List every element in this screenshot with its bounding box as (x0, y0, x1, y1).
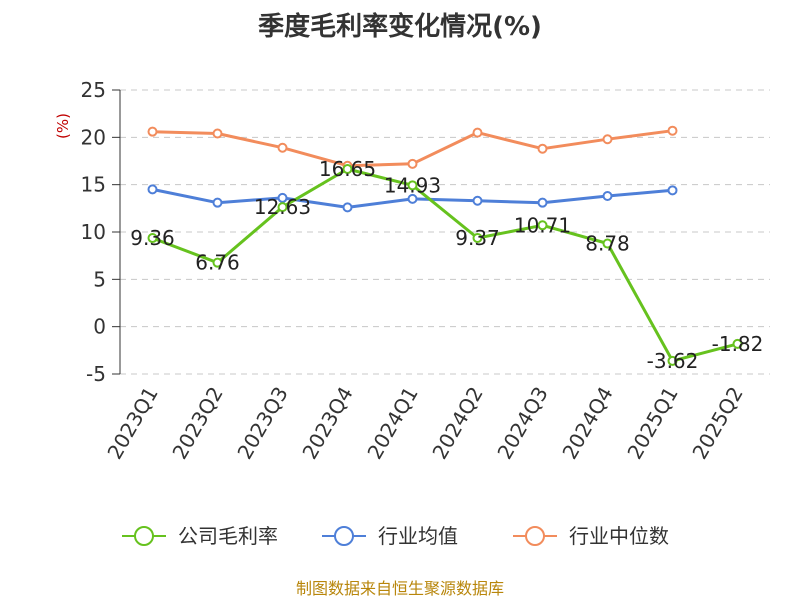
legend-label: 行业均值 (378, 524, 458, 548)
y-tick-label: 25 (81, 78, 106, 102)
x-tick-label: 2023Q2 (167, 383, 227, 464)
data-label: 10.71 (514, 213, 571, 237)
series-marker (147, 126, 158, 137)
series-marker (342, 202, 353, 213)
legend-item[interactable]: 行业中位数 (513, 524, 669, 548)
x-tick-label: 2024Q1 (362, 383, 422, 464)
series-marker (277, 192, 288, 203)
data-labels: 9.36 6.76 12.63 16.65 14.93 9.37 10.71 8.78 -3.6… (130, 157, 763, 373)
y-tick-label: 20 (81, 125, 106, 149)
data-label: 12.63 (254, 195, 311, 219)
series-group (147, 125, 743, 366)
y-tick-label: -5 (86, 362, 106, 386)
x-tick-label: 2023Q1 (102, 383, 162, 464)
chart-title: 季度毛利率变化情况(%) (258, 11, 542, 42)
series-marker (407, 180, 418, 191)
legend-label: 行业中位数 (569, 524, 669, 548)
series-marker (147, 184, 158, 195)
gridlines (120, 89, 770, 375)
legend-marker (525, 526, 545, 546)
series-marker (667, 125, 678, 136)
legend-label: 公司毛利率 (178, 524, 278, 548)
legend-item[interactable]: 公司毛利率 (122, 524, 278, 548)
series-marker (212, 257, 223, 268)
x-tick-label: 2024Q3 (492, 383, 552, 464)
x-tick-label: 2023Q3 (232, 383, 292, 464)
series-marker (667, 355, 678, 366)
series-marker (537, 143, 548, 154)
y-tick-label: 5 (93, 267, 106, 291)
series-marker (667, 185, 678, 196)
y-tick-label: 15 (81, 173, 106, 197)
series-marker (407, 193, 418, 204)
series-marker (147, 233, 158, 244)
y-tick-label: 10 (81, 220, 106, 244)
data-label: 6.76 (195, 251, 240, 275)
series-marker (342, 164, 353, 175)
data-label: 14.93 (384, 173, 441, 197)
series-marker (212, 128, 223, 139)
series-marker (602, 191, 613, 202)
legend-marker (134, 526, 154, 546)
data-label: -1.82 (712, 332, 764, 356)
series-marker (277, 142, 288, 153)
legend[interactable]: 公司毛利率 行业均值 行业中位数 (122, 524, 669, 548)
data-label: 9.36 (130, 226, 175, 250)
y-axis-unit: (%) (54, 113, 72, 139)
source-note: 制图数据来自恒生聚源数据库 (296, 579, 504, 598)
data-label: -3.62 (647, 349, 699, 373)
x-tick-label: 2023Q4 (297, 383, 357, 464)
legend-marker (334, 526, 354, 546)
series-marker (602, 238, 613, 249)
series-marker (472, 195, 483, 206)
series-line (151, 167, 738, 363)
series-marker (472, 127, 483, 138)
x-tick-label: 2025Q2 (687, 383, 747, 464)
data-label: 9.37 (455, 226, 500, 250)
legend-item[interactable]: 行业均值 (322, 524, 458, 548)
series-marker (602, 134, 613, 145)
series-marker (277, 202, 288, 213)
x-tick-label: 2024Q4 (557, 383, 617, 464)
series-marker (407, 158, 418, 169)
series-marker (472, 232, 483, 243)
data-label: 16.65 (319, 157, 376, 181)
y-tick-label: 0 (93, 315, 106, 339)
data-label: 8.78 (585, 232, 630, 256)
series-marker (537, 220, 548, 231)
series-marker (212, 197, 223, 208)
x-tick-label: 2025Q1 (622, 383, 682, 464)
series-marker (732, 338, 743, 349)
series-marker (537, 197, 548, 208)
x-tick-label: 2024Q2 (427, 383, 487, 464)
